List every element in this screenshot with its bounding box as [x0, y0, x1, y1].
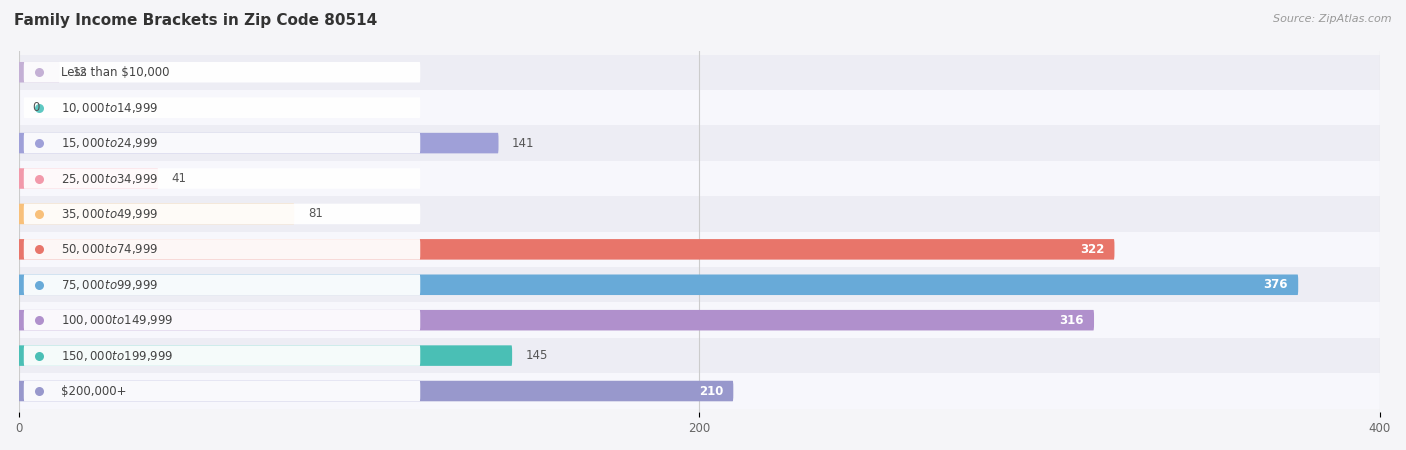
FancyBboxPatch shape [24, 239, 420, 260]
FancyBboxPatch shape [18, 310, 1094, 330]
Bar [18, 54, 1379, 90]
FancyBboxPatch shape [24, 345, 420, 366]
Bar [18, 196, 1379, 232]
Text: 0: 0 [32, 101, 39, 114]
Text: Less than $10,000: Less than $10,000 [62, 66, 170, 79]
Text: Source: ZipAtlas.com: Source: ZipAtlas.com [1274, 14, 1392, 23]
FancyBboxPatch shape [24, 133, 420, 153]
Text: $10,000 to $14,999: $10,000 to $14,999 [62, 101, 159, 115]
FancyBboxPatch shape [18, 274, 1298, 295]
FancyBboxPatch shape [24, 204, 420, 224]
Text: $35,000 to $49,999: $35,000 to $49,999 [62, 207, 159, 221]
Text: 210: 210 [699, 385, 723, 397]
Text: 145: 145 [526, 349, 548, 362]
Text: 81: 81 [308, 207, 323, 220]
FancyBboxPatch shape [18, 204, 294, 224]
Text: $75,000 to $99,999: $75,000 to $99,999 [62, 278, 159, 292]
Text: $200,000+: $200,000+ [62, 385, 127, 397]
Text: 41: 41 [172, 172, 187, 185]
FancyBboxPatch shape [18, 62, 59, 82]
FancyBboxPatch shape [18, 381, 734, 401]
Bar [18, 338, 1379, 374]
FancyBboxPatch shape [18, 345, 512, 366]
Bar [18, 161, 1379, 196]
Bar [18, 374, 1379, 409]
Text: $25,000 to $34,999: $25,000 to $34,999 [62, 171, 159, 185]
Text: $150,000 to $199,999: $150,000 to $199,999 [62, 349, 173, 363]
FancyBboxPatch shape [24, 310, 420, 330]
Bar [18, 302, 1379, 338]
Bar [18, 232, 1379, 267]
Bar [18, 126, 1379, 161]
FancyBboxPatch shape [18, 168, 159, 189]
Text: 12: 12 [73, 66, 89, 79]
Bar [18, 267, 1379, 302]
Text: $100,000 to $149,999: $100,000 to $149,999 [62, 313, 173, 327]
Text: 376: 376 [1264, 278, 1288, 291]
Bar [18, 90, 1379, 126]
FancyBboxPatch shape [24, 62, 420, 82]
FancyBboxPatch shape [18, 239, 1115, 260]
FancyBboxPatch shape [24, 274, 420, 295]
FancyBboxPatch shape [24, 97, 420, 118]
FancyBboxPatch shape [18, 133, 499, 153]
Text: $50,000 to $74,999: $50,000 to $74,999 [62, 243, 159, 256]
Text: 322: 322 [1080, 243, 1104, 256]
FancyBboxPatch shape [24, 381, 420, 401]
Text: Family Income Brackets in Zip Code 80514: Family Income Brackets in Zip Code 80514 [14, 14, 377, 28]
Text: $15,000 to $24,999: $15,000 to $24,999 [62, 136, 159, 150]
Text: 316: 316 [1059, 314, 1084, 327]
FancyBboxPatch shape [24, 168, 420, 189]
Text: 141: 141 [512, 137, 534, 149]
